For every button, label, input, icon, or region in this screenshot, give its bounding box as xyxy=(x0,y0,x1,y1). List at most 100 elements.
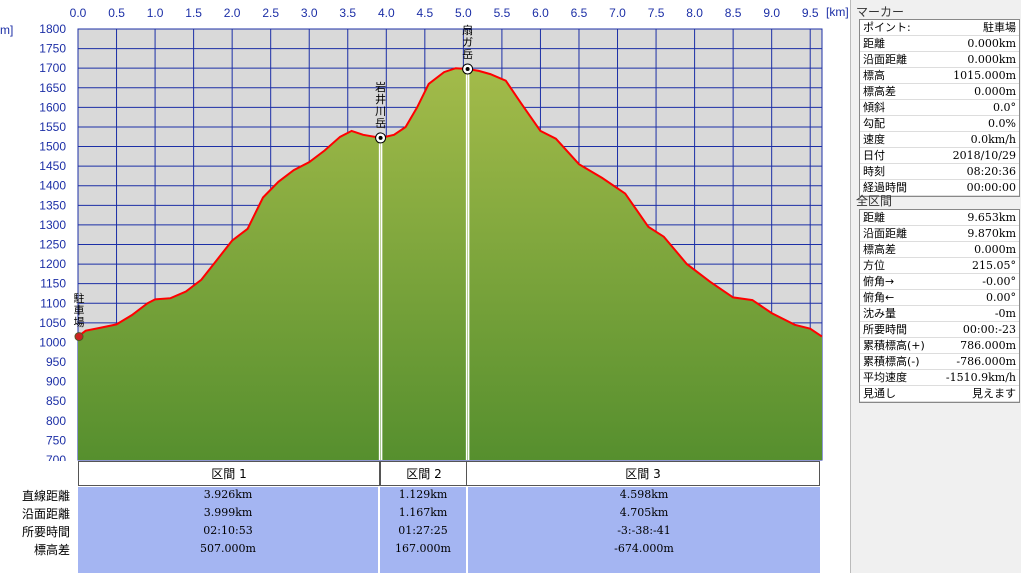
total-panel-title: 全区間 xyxy=(856,194,893,208)
section-header-3[interactable]: 区間 3 xyxy=(466,461,820,486)
s1-straight: 3.926km xyxy=(203,488,253,501)
s2-time: 01:27:25 xyxy=(398,524,448,537)
total-info-value: -786.000m xyxy=(956,355,1016,368)
total-info-row: 累積標高(+) 786.000m xyxy=(860,338,1019,354)
elevation-chart[interactable]: 0.0 0.5 1.0 1.5 2.0 2.5 3.0 3.5 4.0 4.5 5.0 5.5 6.0 6… xyxy=(0,0,850,461)
y-tick-label: 1450 xyxy=(39,159,66,173)
x-tick-label: 5.5 xyxy=(494,6,511,20)
x-tick-label: 0.0 xyxy=(70,6,87,20)
marker-info-row: 傾斜 0.0° xyxy=(860,100,1019,116)
y-tick-label: 1100 xyxy=(40,296,66,310)
marker-info-row: 標高 1015.000m xyxy=(860,68,1019,84)
marker-info-value: 0.0° xyxy=(993,101,1016,114)
marker-info-row: 標高差 0.000m xyxy=(860,84,1019,100)
marker-info-key: 距離 xyxy=(863,37,885,50)
total-info-value: 0.000m xyxy=(974,243,1016,256)
total-panel: 距離 9.653km 沿面距離 9.870km 標高差 0.000m 方位 215.05° 俯角… xyxy=(859,209,1020,403)
x-tick-label: 1.5 xyxy=(185,6,202,20)
marker-info-row: 沿面距離 0.000km xyxy=(860,52,1019,68)
x-tick-label: 8.5 xyxy=(725,6,742,20)
y-tick-label: 1550 xyxy=(39,120,66,134)
s2-straight: 1.129km xyxy=(398,488,448,501)
marker-info-row: 日付 2018/10/29 xyxy=(860,148,1019,164)
info-sidebar: マーカー ポイント: 駐車場 距離 0.000km 沿面距離 0.000km 標高 1015.… xyxy=(850,0,1021,573)
y-tick-label: 1750 xyxy=(39,42,66,56)
y-tick-label: 1400 xyxy=(39,179,66,193)
x-tick-label: 9.0 xyxy=(763,6,780,20)
marker-info-key: 経過時間 xyxy=(863,181,907,194)
total-info-row: 俯角→ -0.00° xyxy=(860,274,1019,290)
total-info-value: -0.00° xyxy=(982,275,1016,288)
total-info-value: 0.00° xyxy=(986,291,1016,304)
marker-dot xyxy=(465,66,470,71)
total-info-key: 平均速度 xyxy=(863,371,907,384)
total-info-value: 00:00:-23 xyxy=(962,323,1016,336)
total-info-value: -1510.9km/h xyxy=(945,371,1016,384)
x-tick-label: 7.0 xyxy=(609,6,626,20)
s1-time: 02:10:53 xyxy=(203,524,253,537)
marker-info-value: 0.000m xyxy=(974,85,1016,98)
marker-info-key: 標高差 xyxy=(863,85,896,98)
total-info-value: 786.000m xyxy=(960,339,1016,352)
marker-panel-title: マーカー xyxy=(856,5,905,19)
marker-info-key: 傾斜 xyxy=(863,101,885,114)
y-tick-label: 1300 xyxy=(39,218,66,232)
x-tick-label: 2.5 xyxy=(262,6,279,20)
s3-straight: 4.598km xyxy=(619,488,669,501)
marker-label: 駐車場 xyxy=(73,291,85,329)
marker-info-value: 0.000km xyxy=(967,53,1016,66)
s2-surface: 1.167km xyxy=(398,506,448,519)
marker-points[interactable] xyxy=(74,63,474,342)
marker-dot xyxy=(378,135,383,140)
marker-info-row: 経過時間 00:00:00 xyxy=(860,180,1019,196)
total-info-key: 所要時間 xyxy=(863,323,907,336)
y-unit-label: m] xyxy=(0,23,13,37)
total-info-value: 215.05° xyxy=(972,259,1016,272)
section-body-1 xyxy=(78,487,378,573)
start-marker[interactable] xyxy=(74,332,84,342)
total-info-key: 累積標高(-) xyxy=(863,355,920,368)
marker-info-key: ポイント: xyxy=(863,21,911,34)
total-info-row: 累積標高(-) -786.000m xyxy=(860,354,1019,370)
s1-elev: 507.000m xyxy=(200,542,256,555)
x-tick-label: 0.5 xyxy=(108,6,125,20)
y-tick-label: 1150 xyxy=(40,277,66,291)
marker-label: 岩井川岳 xyxy=(375,80,387,130)
total-info-key: 見通し xyxy=(863,387,896,400)
marker-info-row: 時刻 08:20:36 xyxy=(860,164,1019,180)
total-info-key: 標高差 xyxy=(863,243,896,256)
x-tick-label: 9.5 xyxy=(802,6,819,20)
marker-info-value: 0.0km/h xyxy=(970,133,1016,146)
total-info-value: 9.653km xyxy=(967,211,1016,224)
y-tick-label: 1800 xyxy=(39,22,66,36)
y-tick-label: 1200 xyxy=(39,257,66,271)
marker-info-key: 沿面距離 xyxy=(863,53,907,66)
total-info-key: 沿面距離 xyxy=(863,227,907,240)
x-tick-label: 6.0 xyxy=(532,6,549,20)
s2-elev: 167.000m xyxy=(395,542,451,555)
section-header-2[interactable]: 区間 2 xyxy=(380,461,468,486)
marker-info-row: 距離 0.000km xyxy=(860,36,1019,52)
y-tick-label: 1350 xyxy=(39,198,66,212)
y-tick-label: 1650 xyxy=(39,81,66,95)
row-label-surface: 沿面距離 xyxy=(21,507,70,521)
x-tick-label: 3.0 xyxy=(301,6,318,20)
elevation-line xyxy=(77,67,823,338)
total-info-value: -0m xyxy=(994,307,1016,320)
y-tick-label: 750 xyxy=(46,433,66,447)
y-tick-label: 700 xyxy=(46,453,66,461)
x-tick-label: 5.0 xyxy=(455,6,472,20)
s3-elev: -674.000m xyxy=(614,542,674,555)
marker-info-key: 勾配 xyxy=(863,117,885,130)
total-info-row: 所要時間 00:00:-23 xyxy=(860,322,1019,338)
marker-info-key: 日付 xyxy=(863,149,885,162)
section-header-1[interactable]: 区間 1 xyxy=(78,461,380,486)
s1-surface: 3.999km xyxy=(203,506,253,519)
y-tick-label: 1600 xyxy=(39,100,66,114)
y-axis-ticks: 1800 1750 1700 1650 1600 1550 1500 1450 1400 1350… xyxy=(39,22,66,461)
total-info-row: 沿面距離 9.870km xyxy=(860,226,1019,242)
marker-info-value: 0.0% xyxy=(988,117,1016,130)
marker-info-key: 速度 xyxy=(863,133,885,146)
section-table: 区間 1 区間 2 区間 3 直線距離 沿面距離 所要時間 標高差 3.926k… xyxy=(0,461,850,573)
marker-info-value: 駐車場 xyxy=(983,21,1016,34)
